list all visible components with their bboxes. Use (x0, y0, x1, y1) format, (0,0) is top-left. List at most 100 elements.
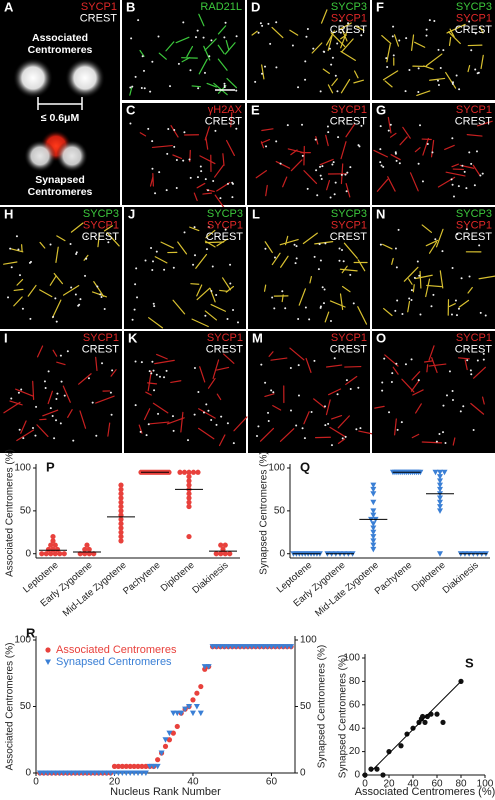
data-point (404, 731, 410, 737)
data-point (135, 763, 141, 769)
centromere-spot (151, 167, 154, 170)
data-point (103, 770, 110, 776)
centromere-spot (20, 388, 23, 391)
centromere-spot (140, 361, 143, 364)
data-point (118, 516, 124, 523)
data-point (158, 750, 165, 757)
centromere-spot (273, 256, 276, 259)
data-point (82, 546, 88, 553)
centromere-spot (329, 196, 332, 199)
data-point (186, 704, 193, 710)
chromosome-axis (392, 366, 399, 375)
centromere-spot (357, 386, 360, 389)
chromosome-axis (479, 26, 484, 34)
data-point (118, 525, 124, 531)
chromosome-axis (70, 222, 84, 233)
chromosome-axis (62, 385, 71, 403)
data-point (198, 683, 204, 690)
centromere-spot (182, 159, 185, 162)
centromere-spot (154, 192, 157, 195)
centromere-spot (395, 159, 398, 162)
chromosome-axis (329, 426, 347, 438)
centromere-spot (394, 152, 397, 155)
data-point (288, 644, 295, 650)
chromosome-axis (303, 170, 318, 185)
chromosome-axis (180, 411, 184, 433)
data-point (131, 770, 138, 776)
centromere-spot (211, 265, 214, 268)
chromosome-axis (151, 144, 173, 149)
centromere-spot (333, 357, 336, 360)
chromosome-axis (428, 363, 447, 367)
centromere-spot (208, 55, 211, 58)
centromere-spot (167, 128, 170, 131)
chromosome-axis (95, 356, 98, 372)
data-point (248, 644, 255, 650)
centromere-spot (144, 259, 147, 262)
chromosome-axis (107, 422, 111, 437)
data-point (233, 644, 240, 650)
centromere-spot (301, 427, 304, 430)
centromere-spot (107, 241, 110, 244)
chromosome-axis (230, 111, 233, 128)
micrograph (372, 207, 495, 329)
data-point (50, 538, 56, 544)
centromere-spot (334, 181, 337, 184)
centromere-spot (395, 266, 398, 269)
centromere-spot (297, 318, 300, 321)
chromosome-axis (322, 68, 330, 74)
chromosome-axis (345, 182, 351, 198)
data-point (437, 486, 443, 493)
blob (24, 140, 56, 172)
chromosome-axis (49, 275, 57, 286)
chromosome-axis (195, 253, 208, 269)
centromere-spot (47, 370, 50, 373)
centromere-spot (151, 60, 154, 63)
chromosome-axis (445, 171, 466, 177)
chromosome-axis (196, 284, 203, 297)
centromere-spot (481, 172, 484, 175)
panel-letter: A (4, 0, 14, 14)
centromere-spot (316, 194, 319, 197)
data-point (118, 503, 124, 510)
data-point (119, 763, 125, 769)
centromere-spot (147, 423, 150, 426)
centromere-spot (476, 359, 479, 362)
chromosome-axis (387, 176, 396, 192)
centromere-spot (293, 243, 296, 246)
chromosome-axis (207, 377, 216, 389)
data-point (386, 749, 392, 755)
centromere-spot (151, 360, 154, 363)
y-tick-label: 100 (14, 635, 31, 646)
data-point (280, 644, 287, 650)
centromere-spot (323, 288, 326, 291)
chromosome-axis (93, 281, 105, 297)
chromosome-axis (16, 429, 35, 442)
data-point (146, 763, 153, 770)
chromosome-axis (165, 41, 175, 52)
chromosome-axis (233, 416, 248, 432)
chromosome-axis (205, 136, 209, 150)
stain-label: SYCP1 (207, 219, 243, 231)
centromere-spot (401, 312, 404, 315)
chromosome-axis (315, 136, 319, 145)
stain-label: SYCP1 (456, 332, 492, 344)
stain-label: SYCP1 (331, 332, 367, 344)
chromosome-axis (354, 25, 365, 32)
chromosome-axis (106, 231, 120, 247)
centromere-spot (405, 37, 408, 40)
chromosome-axis (470, 402, 485, 415)
chromosome-axis (204, 126, 210, 141)
blob (65, 58, 105, 98)
chromosome-axis (51, 299, 62, 319)
centromere-spot (359, 427, 362, 430)
centromere-spot (254, 80, 257, 83)
chromosome-axis (340, 34, 347, 40)
chromosome-axis (480, 54, 484, 70)
x-tick-label: 80 (455, 779, 467, 790)
centromere-spot (410, 289, 413, 292)
chromosome-axis (327, 35, 333, 52)
centromere-spot (442, 404, 445, 407)
stain-label: SYCP1 (207, 332, 243, 344)
data-point (186, 478, 192, 484)
